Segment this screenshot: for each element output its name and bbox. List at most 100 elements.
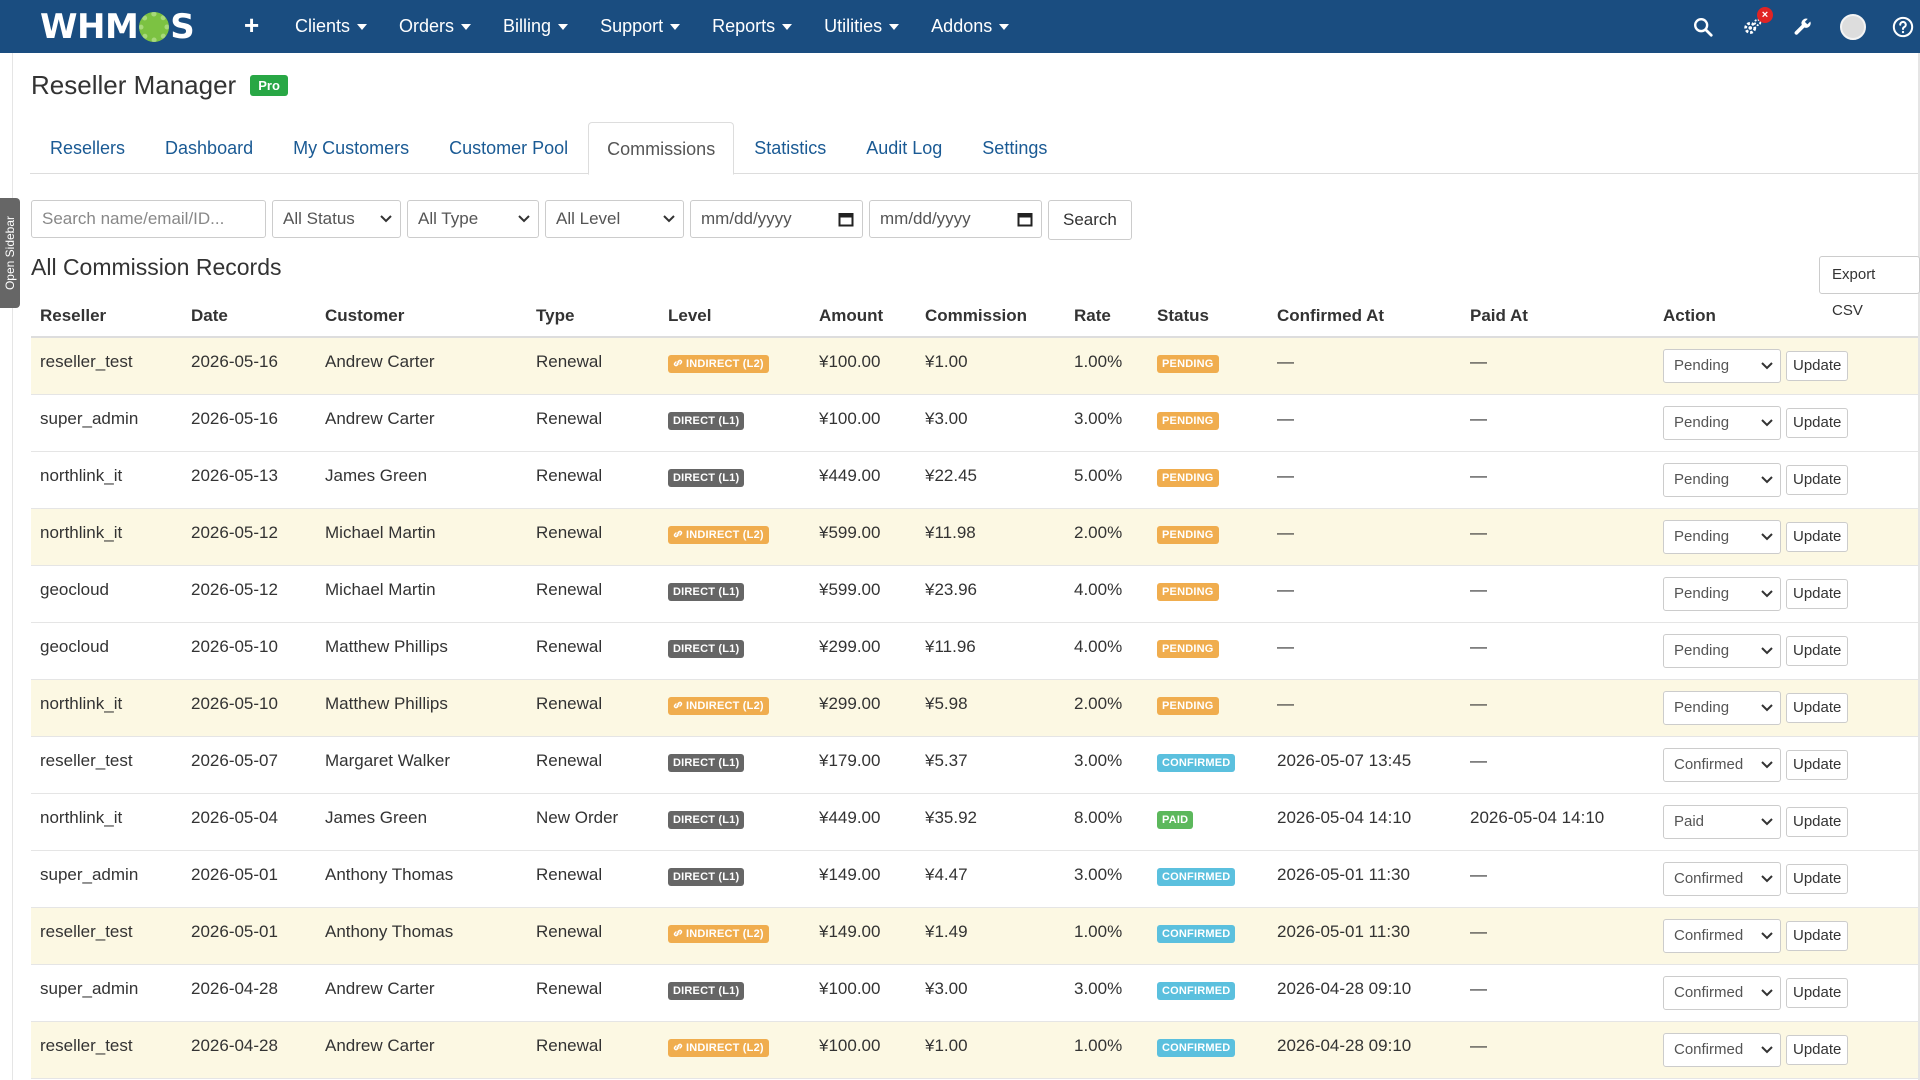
status-select[interactable]: Pending: [1663, 463, 1781, 497]
status-select-value: Pending: [1674, 528, 1730, 545]
gears-icon[interactable]: ×: [1740, 6, 1773, 40]
help-icon[interactable]: [1890, 14, 1916, 40]
col-confirmed-at[interactable]: Confirmed At: [1277, 306, 1385, 325]
open-sidebar-handle[interactable]: Open Sidebar: [0, 198, 20, 308]
user-avatar[interactable]: [1840, 13, 1866, 40]
tab-resellers[interactable]: Resellers: [50, 138, 126, 158]
search-input[interactable]: Search name/email/ID...: [31, 200, 266, 238]
update-button[interactable]: Update: [1786, 750, 1849, 780]
status-select[interactable]: Pending: [1663, 691, 1781, 725]
status-select[interactable]: Paid: [1663, 805, 1781, 839]
level-badge: DIRECT (L1): [668, 810, 745, 829]
update-button[interactable]: Update: [1786, 921, 1849, 951]
commission-cell: ¥11.96: [925, 637, 976, 656]
commission-cell: ¥4.47: [925, 865, 968, 884]
nav-support[interactable]: Support: [600, 16, 681, 37]
reseller-cell: northlink_it: [40, 466, 123, 485]
tab-my-customers[interactable]: My Customers: [293, 138, 410, 158]
col-date[interactable]: Date: [191, 306, 228, 325]
export-csv-button[interactable]: Export CSV: [1819, 256, 1920, 319]
action-cell: Pending Update: [1663, 623, 1903, 668]
notification-badge[interactable]: ×: [1757, 6, 1773, 23]
tab-dashboard[interactable]: Dashboard: [165, 138, 254, 158]
status-select[interactable]: Pending: [1663, 406, 1781, 440]
level-filter-select[interactable]: All Level: [545, 200, 684, 238]
search-icon[interactable]: [1690, 14, 1716, 40]
status-cell: PAID: [1157, 794, 1277, 829]
col-amount[interactable]: Amount: [819, 306, 884, 325]
nav-billing[interactable]: Billing: [503, 16, 569, 37]
col-level[interactable]: Level: [668, 306, 712, 325]
reseller-cell: reseller_test: [40, 352, 133, 371]
link-icon: [673, 1042, 686, 1054]
section-title: All Commission Records: [31, 254, 282, 280]
level-cell: DIRECT (L1): [668, 851, 819, 886]
status-select[interactable]: Pending: [1663, 577, 1781, 611]
update-button[interactable]: Update: [1786, 978, 1849, 1008]
date-from-input[interactable]: mm/dd/yyyy: [690, 200, 863, 238]
plus-icon[interactable]: +: [244, 10, 260, 40]
update-button[interactable]: Update: [1786, 465, 1849, 495]
nav-utilities[interactable]: Utilities: [824, 16, 900, 37]
page-title-text: Reseller Manager: [31, 70, 237, 100]
type-filter-select[interactable]: All Type: [407, 200, 539, 238]
date-to-input[interactable]: mm/dd/yyyy: [869, 200, 1042, 238]
status-select[interactable]: Confirmed: [1663, 919, 1781, 953]
level-cell: DIRECT (L1): [668, 965, 819, 1000]
tab-settings[interactable]: Settings: [982, 138, 1048, 158]
col-commission[interactable]: Commission: [925, 306, 1028, 325]
search-button[interactable]: Search: [1048, 200, 1132, 240]
date-cell: 2026-05-12: [191, 580, 278, 599]
tab-commissions[interactable]: Commissions: [588, 122, 735, 175]
tab-audit-log[interactable]: Audit Log: [866, 138, 943, 158]
tab-customer-pool[interactable]: Customer Pool: [449, 138, 569, 158]
col-status[interactable]: Status: [1157, 306, 1209, 325]
confirmed-at-cell: —: [1277, 352, 1294, 371]
commission-cell: ¥5.98: [925, 694, 968, 713]
update-button[interactable]: Update: [1786, 636, 1849, 666]
col-reseller[interactable]: Reseller: [40, 306, 107, 325]
status-select[interactable]: Confirmed: [1663, 976, 1781, 1010]
col-customer[interactable]: Customer: [325, 306, 405, 325]
table-row: reseller_test 2026-05-16 Andrew Carter Rene…: [31, 338, 1918, 395]
calendar-icon[interactable]: [1017, 201, 1033, 237]
update-button[interactable]: Update: [1786, 408, 1849, 438]
chevron-down-icon: [1761, 521, 1773, 553]
nav-orders[interactable]: Orders: [399, 16, 472, 37]
nav-addons[interactable]: Addons: [931, 16, 1010, 37]
col-type[interactable]: Type: [536, 306, 575, 325]
status-select[interactable]: Pending: [1663, 349, 1781, 383]
update-button[interactable]: Update: [1786, 693, 1849, 723]
status-badge: CONFIRMED: [1157, 753, 1236, 772]
status-select[interactable]: Confirmed: [1663, 862, 1781, 896]
nav-clients[interactable]: Clients: [295, 16, 368, 37]
status-select-value: Confirmed: [1674, 756, 1744, 773]
calendar-icon[interactable]: [838, 201, 854, 237]
wrench-icon[interactable]: [1790, 14, 1816, 40]
update-button[interactable]: Update: [1786, 351, 1849, 381]
paid-at-cell: —: [1470, 979, 1487, 998]
update-button[interactable]: Update: [1786, 1035, 1849, 1065]
update-button[interactable]: Update: [1786, 579, 1849, 609]
update-button[interactable]: Update: [1786, 864, 1849, 894]
status-select-value: Confirmed: [1674, 1041, 1744, 1058]
status-select[interactable]: Pending: [1663, 520, 1781, 554]
status-select[interactable]: Confirmed: [1663, 748, 1781, 782]
top-navbar: WHM S + Clients Orders Billing Support Re…: [0, 0, 1920, 53]
tab-statistics[interactable]: Statistics: [754, 138, 827, 158]
col-rate[interactable]: Rate: [1074, 306, 1111, 325]
nav-reports[interactable]: Reports: [712, 16, 793, 37]
status-select[interactable]: Confirmed: [1663, 1033, 1781, 1067]
action-cell: Confirmed Update: [1663, 1022, 1903, 1067]
update-button[interactable]: Update: [1786, 807, 1849, 837]
col-paid-at[interactable]: Paid At: [1470, 306, 1528, 325]
status-filter-select[interactable]: All Status: [272, 200, 401, 238]
rate-cell: 4.00%: [1074, 580, 1123, 599]
customer-cell: Anthony Thomas: [325, 865, 454, 884]
update-button[interactable]: Update: [1786, 522, 1849, 552]
status-select[interactable]: Pending: [1663, 634, 1781, 668]
level-text: DIRECT (L1): [673, 756, 740, 769]
confirmed-at-cell: —: [1277, 694, 1294, 713]
paid-at-cell: —: [1470, 694, 1487, 713]
whmcs-logo[interactable]: WHM S: [40, 7, 195, 47]
